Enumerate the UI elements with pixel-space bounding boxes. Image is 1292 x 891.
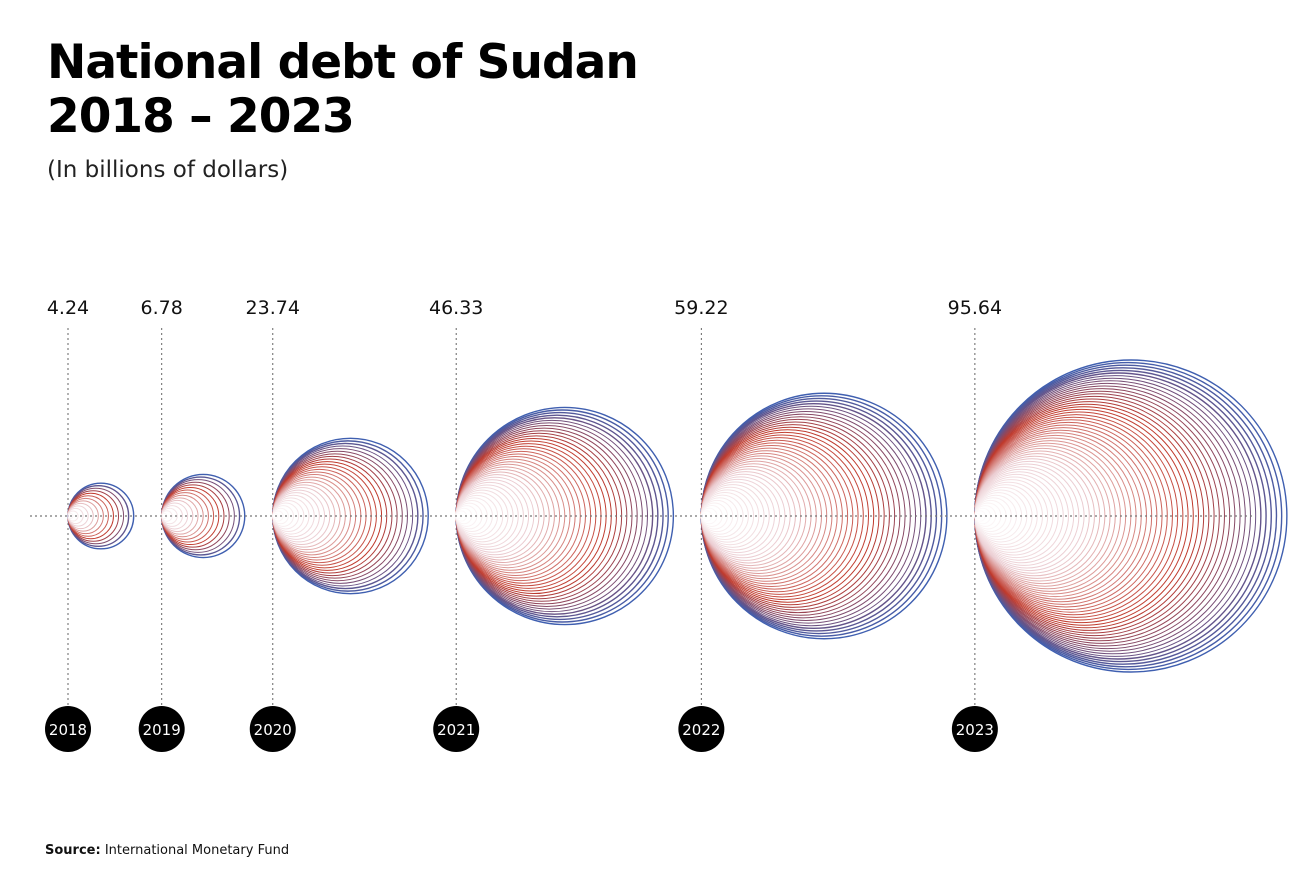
source-text: International Monetary Fund [104, 843, 290, 858]
bubble-2019 [160, 473, 246, 559]
year-badge-2020 [249, 706, 296, 752]
source-label: Source: [45, 843, 101, 858]
chart-title: National debt of Sudan 2018 – 2023 [47, 35, 639, 144]
bubbles-group [67, 328, 1288, 706]
year-badge-2018 [45, 706, 91, 752]
value-label-2021: 46.33 [429, 297, 483, 319]
bubble-2023 [974, 359, 1288, 673]
value-label-2023: 95.64 [948, 297, 1002, 319]
year-badge-2019 [138, 706, 185, 752]
year-badge-2021 [433, 706, 480, 752]
year-label-2023: 2023 [956, 721, 994, 739]
value-label-2022: 59.22 [674, 297, 728, 319]
year-label-2021: 2021 [437, 721, 475, 739]
year-label-2020: 2020 [254, 721, 292, 739]
value-label-2020: 23.74 [246, 297, 300, 319]
year-badge-2023 [951, 706, 998, 752]
value-label-2019: 6.78 [141, 297, 183, 319]
year-label-2022: 2022 [682, 721, 720, 739]
chart-title-line-2: 2018 – 2023 [47, 89, 355, 144]
year-badge-2022 [678, 706, 725, 752]
chart-title-line-1: National debt of Sudan [47, 35, 639, 90]
bubble-2018 [67, 482, 135, 550]
year-label-2019: 2019 [143, 721, 181, 739]
chart-subtitle: (In billions of dollars) [47, 157, 289, 183]
value-label-2018: 4.24 [47, 297, 89, 319]
year-label-2018: 2018 [49, 721, 87, 739]
source-note: Source: International Monetary Fund [45, 843, 289, 858]
bubble-2020 [272, 437, 429, 595]
